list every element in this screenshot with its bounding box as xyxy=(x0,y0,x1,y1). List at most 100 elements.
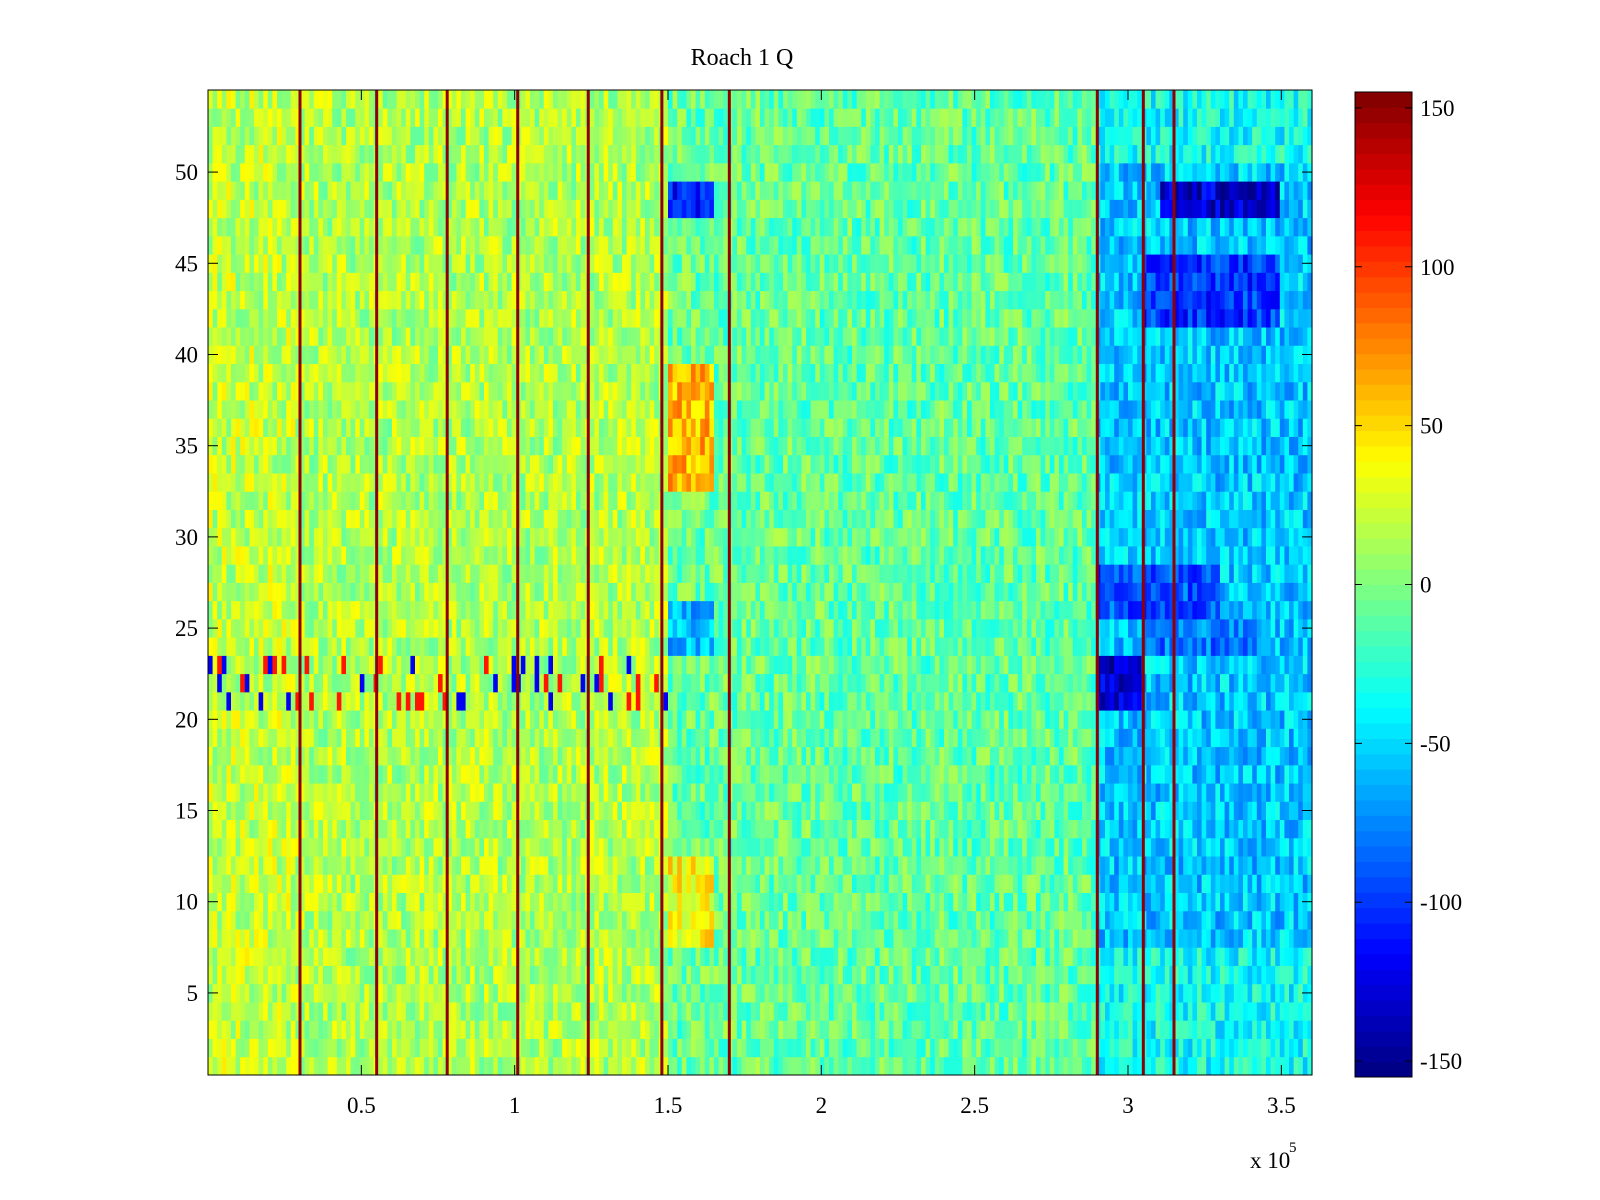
heatmap-cell xyxy=(1151,728,1157,748)
heatmap-cell xyxy=(502,1020,508,1039)
heatmap-cell xyxy=(1022,947,1028,966)
heatmap-cell xyxy=(700,819,706,839)
heatmap-cell xyxy=(479,1038,485,1058)
heatmap-cell xyxy=(1229,874,1235,893)
heatmap-cell xyxy=(654,1038,660,1058)
heatmap-cell xyxy=(686,746,692,766)
heatmap-cell xyxy=(810,710,816,729)
heatmap-cell xyxy=(778,856,784,875)
heatmap-cell xyxy=(534,819,540,839)
heatmap-cell xyxy=(691,710,697,729)
heatmap-cell xyxy=(1210,1056,1216,1076)
heatmap-cell xyxy=(534,1020,540,1039)
heatmap-cell xyxy=(415,764,421,784)
heatmap-cell xyxy=(1063,691,1069,711)
heatmap-cell xyxy=(1238,728,1244,748)
heatmap-cell xyxy=(792,837,798,857)
heatmap-cell xyxy=(221,710,227,729)
heatmap-cell xyxy=(1105,910,1111,930)
heatmap-cell xyxy=(1289,892,1295,912)
heatmap-cell xyxy=(695,856,701,875)
heatmap-cell xyxy=(824,856,830,875)
heatmap-cell xyxy=(842,1056,848,1076)
heatmap-cell xyxy=(626,746,632,766)
heatmap-cell xyxy=(1072,764,1078,784)
heatmap-cell xyxy=(576,947,582,966)
heatmap-cell xyxy=(1238,837,1244,857)
heatmap-cell xyxy=(898,1002,904,1021)
heatmap-cell xyxy=(217,728,223,748)
heatmap-cell xyxy=(787,710,793,729)
heatmap-cell xyxy=(1040,856,1046,875)
heatmap-cell xyxy=(967,801,973,821)
heatmap-cell xyxy=(281,728,287,748)
heatmap-cell xyxy=(815,764,821,784)
heatmap-cell xyxy=(875,874,881,893)
heatmap-cell xyxy=(323,691,329,711)
heatmap-cell xyxy=(410,929,416,948)
heatmap-cell xyxy=(1289,983,1295,1003)
heatmap-cell xyxy=(309,764,315,784)
heatmap-cell xyxy=(332,874,338,893)
heatmap-cell xyxy=(1293,819,1299,839)
heatmap-cell xyxy=(479,965,485,985)
heatmap-cell xyxy=(341,874,347,893)
heatmap-cell xyxy=(1008,892,1014,912)
heatmap-cell xyxy=(709,801,715,821)
heatmap-cell xyxy=(861,837,867,857)
heatmap-cell xyxy=(507,728,513,748)
heatmap-cell xyxy=(1169,965,1175,985)
heatmap-cell xyxy=(424,929,430,948)
heatmap-cell xyxy=(760,728,766,748)
heatmap-cell xyxy=(355,691,361,711)
heatmap-cell xyxy=(226,910,232,930)
heatmap-cell xyxy=(543,856,549,875)
heatmap-cell xyxy=(760,691,766,711)
heatmap-cell xyxy=(511,837,517,857)
heatmap-cell xyxy=(364,691,370,711)
heatmap-cell xyxy=(1206,746,1212,766)
heatmap-cell xyxy=(640,746,646,766)
heatmap-cell xyxy=(704,892,710,912)
heatmap-cell xyxy=(295,910,301,930)
heatmap-cell xyxy=(1100,892,1106,912)
heatmap-cell xyxy=(1192,1056,1198,1076)
heatmap-cell xyxy=(447,710,453,729)
heatmap-cell xyxy=(594,1038,600,1058)
heatmap-cell xyxy=(1059,801,1065,821)
heatmap-cell xyxy=(948,819,954,839)
heatmap-cell xyxy=(1201,710,1207,729)
heatmap-cell xyxy=(631,929,637,948)
heatmap-cell xyxy=(1302,910,1308,930)
heatmap-cell xyxy=(1266,764,1272,784)
heatmap-cell xyxy=(810,910,816,930)
heatmap-cell xyxy=(1017,1056,1023,1076)
heatmap-cell xyxy=(925,1056,931,1076)
heatmap-cell xyxy=(1192,983,1198,1003)
heatmap-cell xyxy=(387,929,393,948)
heatmap-cell xyxy=(967,710,973,729)
heatmap-cell xyxy=(290,783,296,802)
heatmap-cell xyxy=(1008,783,1014,802)
heatmap-cell xyxy=(1105,1020,1111,1039)
heatmap-cell xyxy=(750,892,756,912)
heatmap-cell xyxy=(939,783,945,802)
heatmap-cell xyxy=(493,728,499,748)
heatmap-cell xyxy=(847,929,853,948)
heatmap-cell xyxy=(1059,983,1065,1003)
heatmap-cell xyxy=(327,929,333,948)
heatmap-cell xyxy=(704,691,710,711)
heatmap-cell xyxy=(1252,929,1258,948)
heatmap-cell xyxy=(714,1056,720,1076)
heatmap-cell xyxy=(438,874,444,893)
heatmap-cell xyxy=(1229,728,1235,748)
heatmap-cell xyxy=(1091,856,1097,875)
heatmap-cell xyxy=(350,764,356,784)
heatmap-cell xyxy=(364,983,370,1003)
heatmap-cell xyxy=(773,710,779,729)
heatmap-cell xyxy=(631,1002,637,1021)
heatmap-cell xyxy=(217,746,223,766)
heatmap-cell xyxy=(557,983,563,1003)
heatmap-cell xyxy=(746,874,752,893)
heatmap-cell xyxy=(852,728,858,748)
